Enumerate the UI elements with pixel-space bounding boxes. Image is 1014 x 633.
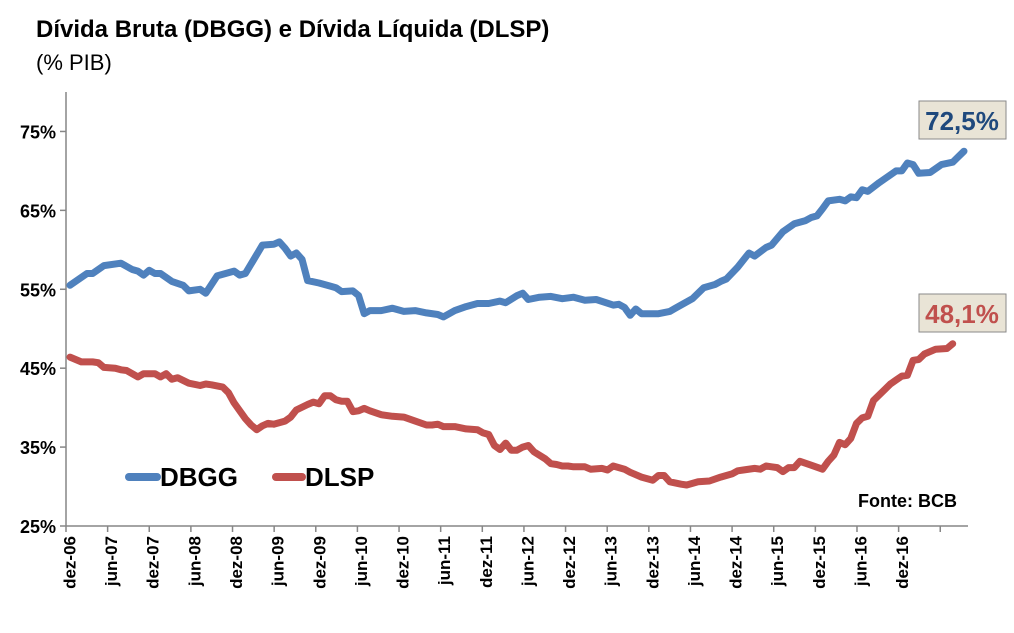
dbgg-callout-box — [918, 100, 1007, 140]
x-tick-label: jun-07 — [102, 536, 121, 587]
x-tick-label: dez-11 — [477, 536, 496, 588]
x-tick-label: jun-09 — [269, 536, 288, 587]
source-note: Fonte: BCB — [858, 491, 957, 511]
legend-label-dbgg: DBGG — [160, 462, 238, 492]
series-line-dbgg — [66, 147, 968, 321]
dlsp-callout: 48,1% — [918, 293, 1007, 333]
x-tick-label: dez-13 — [643, 536, 662, 589]
chart-subtitle: (% PIB) — [36, 50, 112, 75]
x-tick-label: jun-12 — [518, 536, 537, 587]
x-tick-label: dez-09 — [310, 536, 329, 589]
x-tick-label: jun-16 — [851, 536, 870, 587]
x-tick-label: dez-10 — [394, 536, 413, 589]
x-tick-label: jun-10 — [352, 536, 371, 587]
dbgg-callout-label: 72,5% — [925, 106, 999, 136]
x-tick-label: dez-07 — [144, 536, 163, 589]
y-tick-label: 35% — [20, 438, 56, 458]
x-tick-label: jun-13 — [602, 536, 621, 587]
dbgg-callout: 72,5% — [918, 100, 1007, 140]
legend: DBGG DLSP — [125, 462, 374, 492]
series-line-dlsp — [66, 340, 957, 489]
legend-label-dlsp: DLSP — [305, 462, 374, 492]
y-tick-label: 45% — [20, 359, 56, 379]
dlsp-callout-box — [918, 293, 1007, 333]
x-tick-label: jun-15 — [768, 536, 787, 587]
y-tick-label: 25% — [20, 517, 56, 537]
x-tick-label: jun-11 — [435, 536, 454, 586]
x-tick-label: dez-15 — [810, 536, 829, 589]
x-tick-label: dez-16 — [893, 536, 912, 589]
dlsp-callout-label: 48,1% — [925, 299, 999, 329]
y-tick-label: 55% — [20, 280, 56, 300]
y-tick-label: 65% — [20, 201, 56, 221]
x-tick-label: dez-08 — [227, 536, 246, 589]
x-tick-label: dez-12 — [560, 536, 579, 589]
x-tick-label: dez-06 — [60, 536, 79, 589]
x-tick-label: jun-08 — [185, 536, 204, 587]
y-tick-label: 75% — [20, 122, 56, 142]
chart-title: Dívida Bruta (DBGG) e Dívida Líquida (DL… — [36, 16, 550, 43]
x-tick-label: dez-14 — [727, 535, 746, 588]
x-tick-label: jun-14 — [685, 535, 704, 587]
